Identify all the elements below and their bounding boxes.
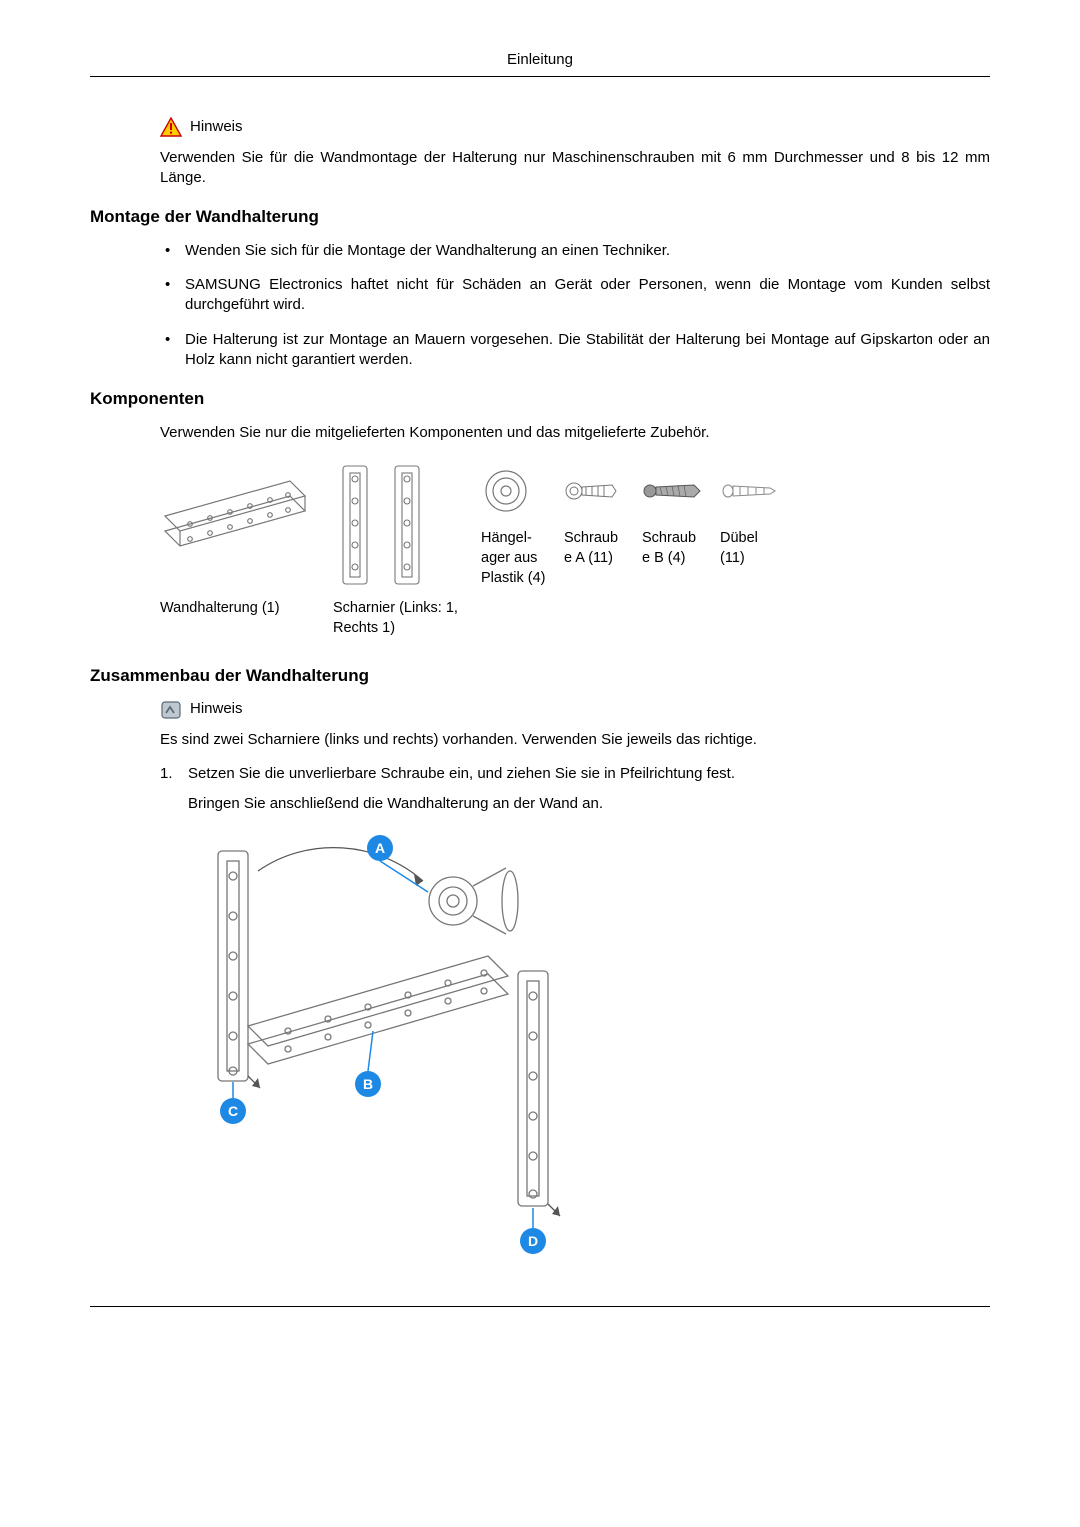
callout-c: C — [228, 1103, 238, 1119]
components-row: Wandhalterung (1) Scharnier (Links — [160, 461, 990, 638]
component-label: Wandhalterung (1) — [160, 599, 280, 619]
component-label: Schraub e B (4) — [642, 529, 702, 568]
page-header: Einleitung — [90, 50, 990, 77]
note-label: Hinweis — [190, 699, 243, 719]
page-footer-rule — [90, 1306, 990, 1307]
callout-a: A — [375, 840, 385, 856]
assembly-steps: Setzen Sie die unverlierbare Schraube ei… — [160, 764, 990, 1267]
screw-b-icon — [642, 461, 702, 521]
assembly-note-block: Hinweis Es sind zwei Scharniere (links u… — [160, 699, 990, 750]
step-text: Setzen Sie die unverlierbare Schraube ei… — [188, 765, 735, 782]
note-text: Es sind zwei Scharniere (links und recht… — [160, 730, 990, 750]
components-intro: Verwenden Sie nur die mitgelieferten Kom… — [160, 423, 990, 443]
mount-bullet-item: SAMSUNG Electronics haftet nicht für Sch… — [185, 275, 990, 316]
component-hanger: Hängel­ager aus Plastik (4) — [481, 461, 546, 588]
warning-block: Hinweis Verwenden Sie für die Wandmontag… — [160, 117, 990, 188]
section-components-heading: Komponenten — [90, 388, 990, 411]
callout-d: D — [528, 1233, 538, 1249]
callout-b: B — [363, 1076, 373, 1092]
component-anchor: Dübel (11) — [720, 461, 780, 568]
component-screw-a: Schraub e A (11) — [564, 461, 624, 568]
component-label: Schraub e A (11) — [564, 529, 624, 568]
component-hinge: Scharnier (Links: 1, Rechts 1) — [333, 461, 463, 638]
wall-bracket-icon — [160, 461, 310, 591]
mount-bullet-list: Wenden Sie sich für die Montage der Wand… — [185, 241, 990, 370]
warning-label: Hinweis — [190, 117, 243, 137]
component-wall-bracket: Wandhalterung (1) — [160, 461, 315, 619]
hanger-icon — [481, 461, 531, 521]
step-subtext: Bringen Sie anschließend die Wandhalteru… — [188, 794, 990, 814]
component-label: Hängel­ager aus Plastik (4) — [481, 529, 546, 588]
assembly-step: Setzen Sie die unverlierbare Schraube ei… — [160, 764, 990, 1267]
page-title: Einleitung — [507, 51, 573, 68]
hinge-icon — [333, 461, 443, 591]
component-label: Scharnier (Links: 1, Rechts 1) — [333, 599, 483, 638]
warning-text: Verwenden Sie für die Wandmontage der Ha… — [160, 148, 990, 189]
screw-a-icon — [564, 461, 619, 521]
component-label: Dübel (11) — [720, 529, 780, 568]
mount-bullet-item: Die Halterung ist zur Montage an Mauern … — [185, 330, 990, 371]
section-assembly-heading: Zusammenbau der Wandhalterung — [90, 665, 990, 688]
warning-icon — [160, 117, 182, 137]
mount-bullet-item: Wenden Sie sich für die Montage der Wand… — [185, 241, 990, 261]
anchor-icon — [720, 461, 778, 521]
assembly-figure: A B C D — [188, 826, 990, 1266]
component-screw-b: Schraub e B (4) — [642, 461, 702, 568]
section-mount-heading: Montage der Wandhalterung — [90, 206, 990, 229]
note-icon — [160, 700, 182, 720]
